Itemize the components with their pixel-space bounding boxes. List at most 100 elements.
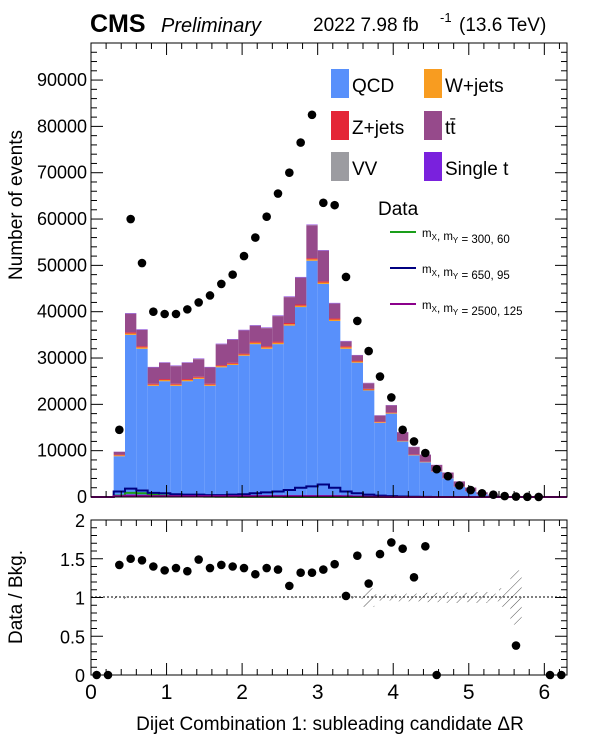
unc-band-bin-7 [193,596,205,599]
ratio-axes: 0 0.5 1 1.5 2 0 1 2 3 4 5 6 [60,511,567,704]
stack-bar-1-21 [329,319,341,321]
data-point-14 [273,189,283,198]
legend-swatch-qcd [331,69,349,98]
stack-bar-0-23 [351,362,363,497]
legend-swatch-singlet [424,152,442,181]
stack-bar-2-26 [385,412,397,413]
data-point-24 [387,393,396,402]
stack-bar-2-25 [374,421,386,423]
stack-bar-0-32 [453,486,465,497]
legend-label-ttbar: tt̄ [445,118,456,139]
data-point-2 [137,258,147,268]
y-tick-label-5: 50000 [37,255,87,275]
legend-label-zjets: Z+jets [352,118,404,139]
stack-bar-2-5 [147,383,159,385]
unc-band-bin-8 [204,596,216,599]
unc-band-bin-14 [272,596,284,599]
stack-bar-1-13 [238,354,250,356]
ratio-point-31 [511,641,521,650]
data-point-1 [126,214,135,224]
data-point-4 [160,309,169,319]
data-point-21 [353,316,362,326]
unc-band-bin-15 [283,596,295,599]
stack-bar-3-18 [295,277,307,305]
data-point-9 [217,279,226,289]
legend-swatch-ttbar [424,111,442,140]
stack-bar-0-31 [442,478,454,497]
y-tick-label-4: 40000 [37,302,87,322]
stack-bar-1-8 [181,380,193,382]
stack-bar-2-9 [193,376,205,378]
stack-bar-3-26 [385,405,397,413]
stack-bar-1-12 [227,363,239,365]
stack-bar-1-20 [317,282,329,284]
legend-signal-label-2: mX, mY = 2500, 125 [422,300,523,318]
stack-bar-1-19 [306,259,318,261]
stack-bar-0-12 [227,364,239,497]
stack-bar-2-7 [170,383,182,385]
background-stack [113,224,533,497]
unc-band-bin-21 [351,595,363,600]
stack-bar-2-17 [283,323,295,325]
legend-label-wjets: W+jets [445,76,504,97]
stack-bar-1-22 [340,347,352,349]
data-point-20 [341,272,351,282]
stack-bar-2-16 [272,341,284,343]
stack-bar-3-12 [227,339,239,363]
y-axis-label: Number of events [6,130,27,280]
ratio-point-21 [330,559,339,569]
ratio-point-15 [262,563,271,573]
legend-label-data: Data [378,199,419,220]
data-point-27 [421,448,430,458]
stack-bar-0-9 [193,378,205,497]
unc-band-bin-9 [215,596,227,599]
stack-bar-1-24 [363,389,375,391]
stack-bar-3-5 [147,367,159,384]
legend-swatch-zjets [331,111,349,140]
stack-bar-3-16 [272,316,284,342]
lumi-exponent: -1 [440,10,452,25]
legend-label-singlet: Single t [445,159,509,180]
ratio-y-axis-label: Data / Bkg. [6,550,27,644]
experiment-label: CMS [90,10,146,38]
x-tick-label-3: 3 [312,681,324,704]
stack-bar-3-4 [136,329,148,347]
stack-bar-0-3 [125,334,137,497]
ratio-point-22 [341,591,351,601]
stack-bar-3-3 [125,313,137,333]
ratio-point-29 [421,542,430,551]
unc-band-bin-13 [261,596,273,599]
stack-bar-3-13 [238,330,250,354]
data-point-7 [194,298,203,307]
legend-label-qcd: QCD [352,76,394,97]
legend-swatch-vv [331,152,349,181]
data-point-15 [285,168,294,178]
stack-bar-3-29 [419,454,431,462]
stack-bar-2-19 [306,258,318,260]
stack-bar-0-14 [249,344,261,497]
data-point-22 [364,346,373,356]
main-frame [90,42,568,498]
x-tick-label-5: 5 [463,681,475,704]
ratio-point-13 [239,563,249,573]
stack-bar-0-28 [408,455,420,497]
lumi-label: 2022 7.98 fb [313,15,419,36]
stack-bar-0-13 [238,355,250,497]
ratio-point-8 [183,566,192,576]
stack-bar-1-17 [283,324,295,326]
stack-bar-3-21 [329,303,341,319]
stack-bar-1-11 [215,366,227,368]
data-point-11 [239,251,249,261]
ratio-y-tick-label-3: 1.5 [60,550,85,570]
stack-bar-0-17 [283,325,295,497]
data-point-17 [307,110,317,120]
ratio-y-tick-label-4: 2 [75,511,85,531]
stack-bar-2-2 [113,454,125,456]
ratio-point-25 [375,549,385,559]
stack-bar-2-13 [238,353,250,355]
ratio-y-tick-label-2: 1 [75,589,85,609]
stack-bar-1-7 [170,384,182,386]
data-point-29 [443,471,453,481]
stack-bar-2-18 [295,304,307,306]
